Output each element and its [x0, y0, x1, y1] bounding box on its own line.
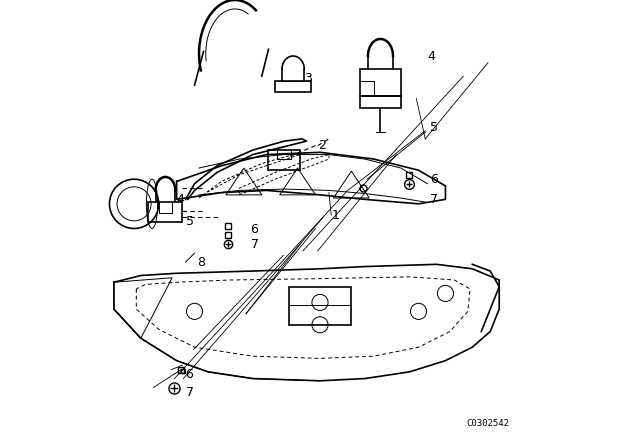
Text: C0302542: C0302542	[467, 419, 509, 428]
Text: 6: 6	[430, 172, 438, 186]
Text: 8: 8	[197, 255, 205, 269]
Text: 5: 5	[430, 121, 438, 134]
Text: 4: 4	[177, 193, 184, 206]
Text: 3: 3	[305, 72, 312, 85]
Text: 2: 2	[317, 139, 326, 152]
Text: 7: 7	[430, 193, 438, 206]
Text: 6: 6	[186, 367, 193, 381]
Text: 7: 7	[251, 237, 259, 251]
Text: 4: 4	[428, 49, 435, 63]
Text: 7: 7	[186, 385, 194, 399]
Text: 6: 6	[251, 223, 259, 236]
Text: 5: 5	[186, 215, 194, 228]
Text: 1: 1	[332, 208, 339, 222]
